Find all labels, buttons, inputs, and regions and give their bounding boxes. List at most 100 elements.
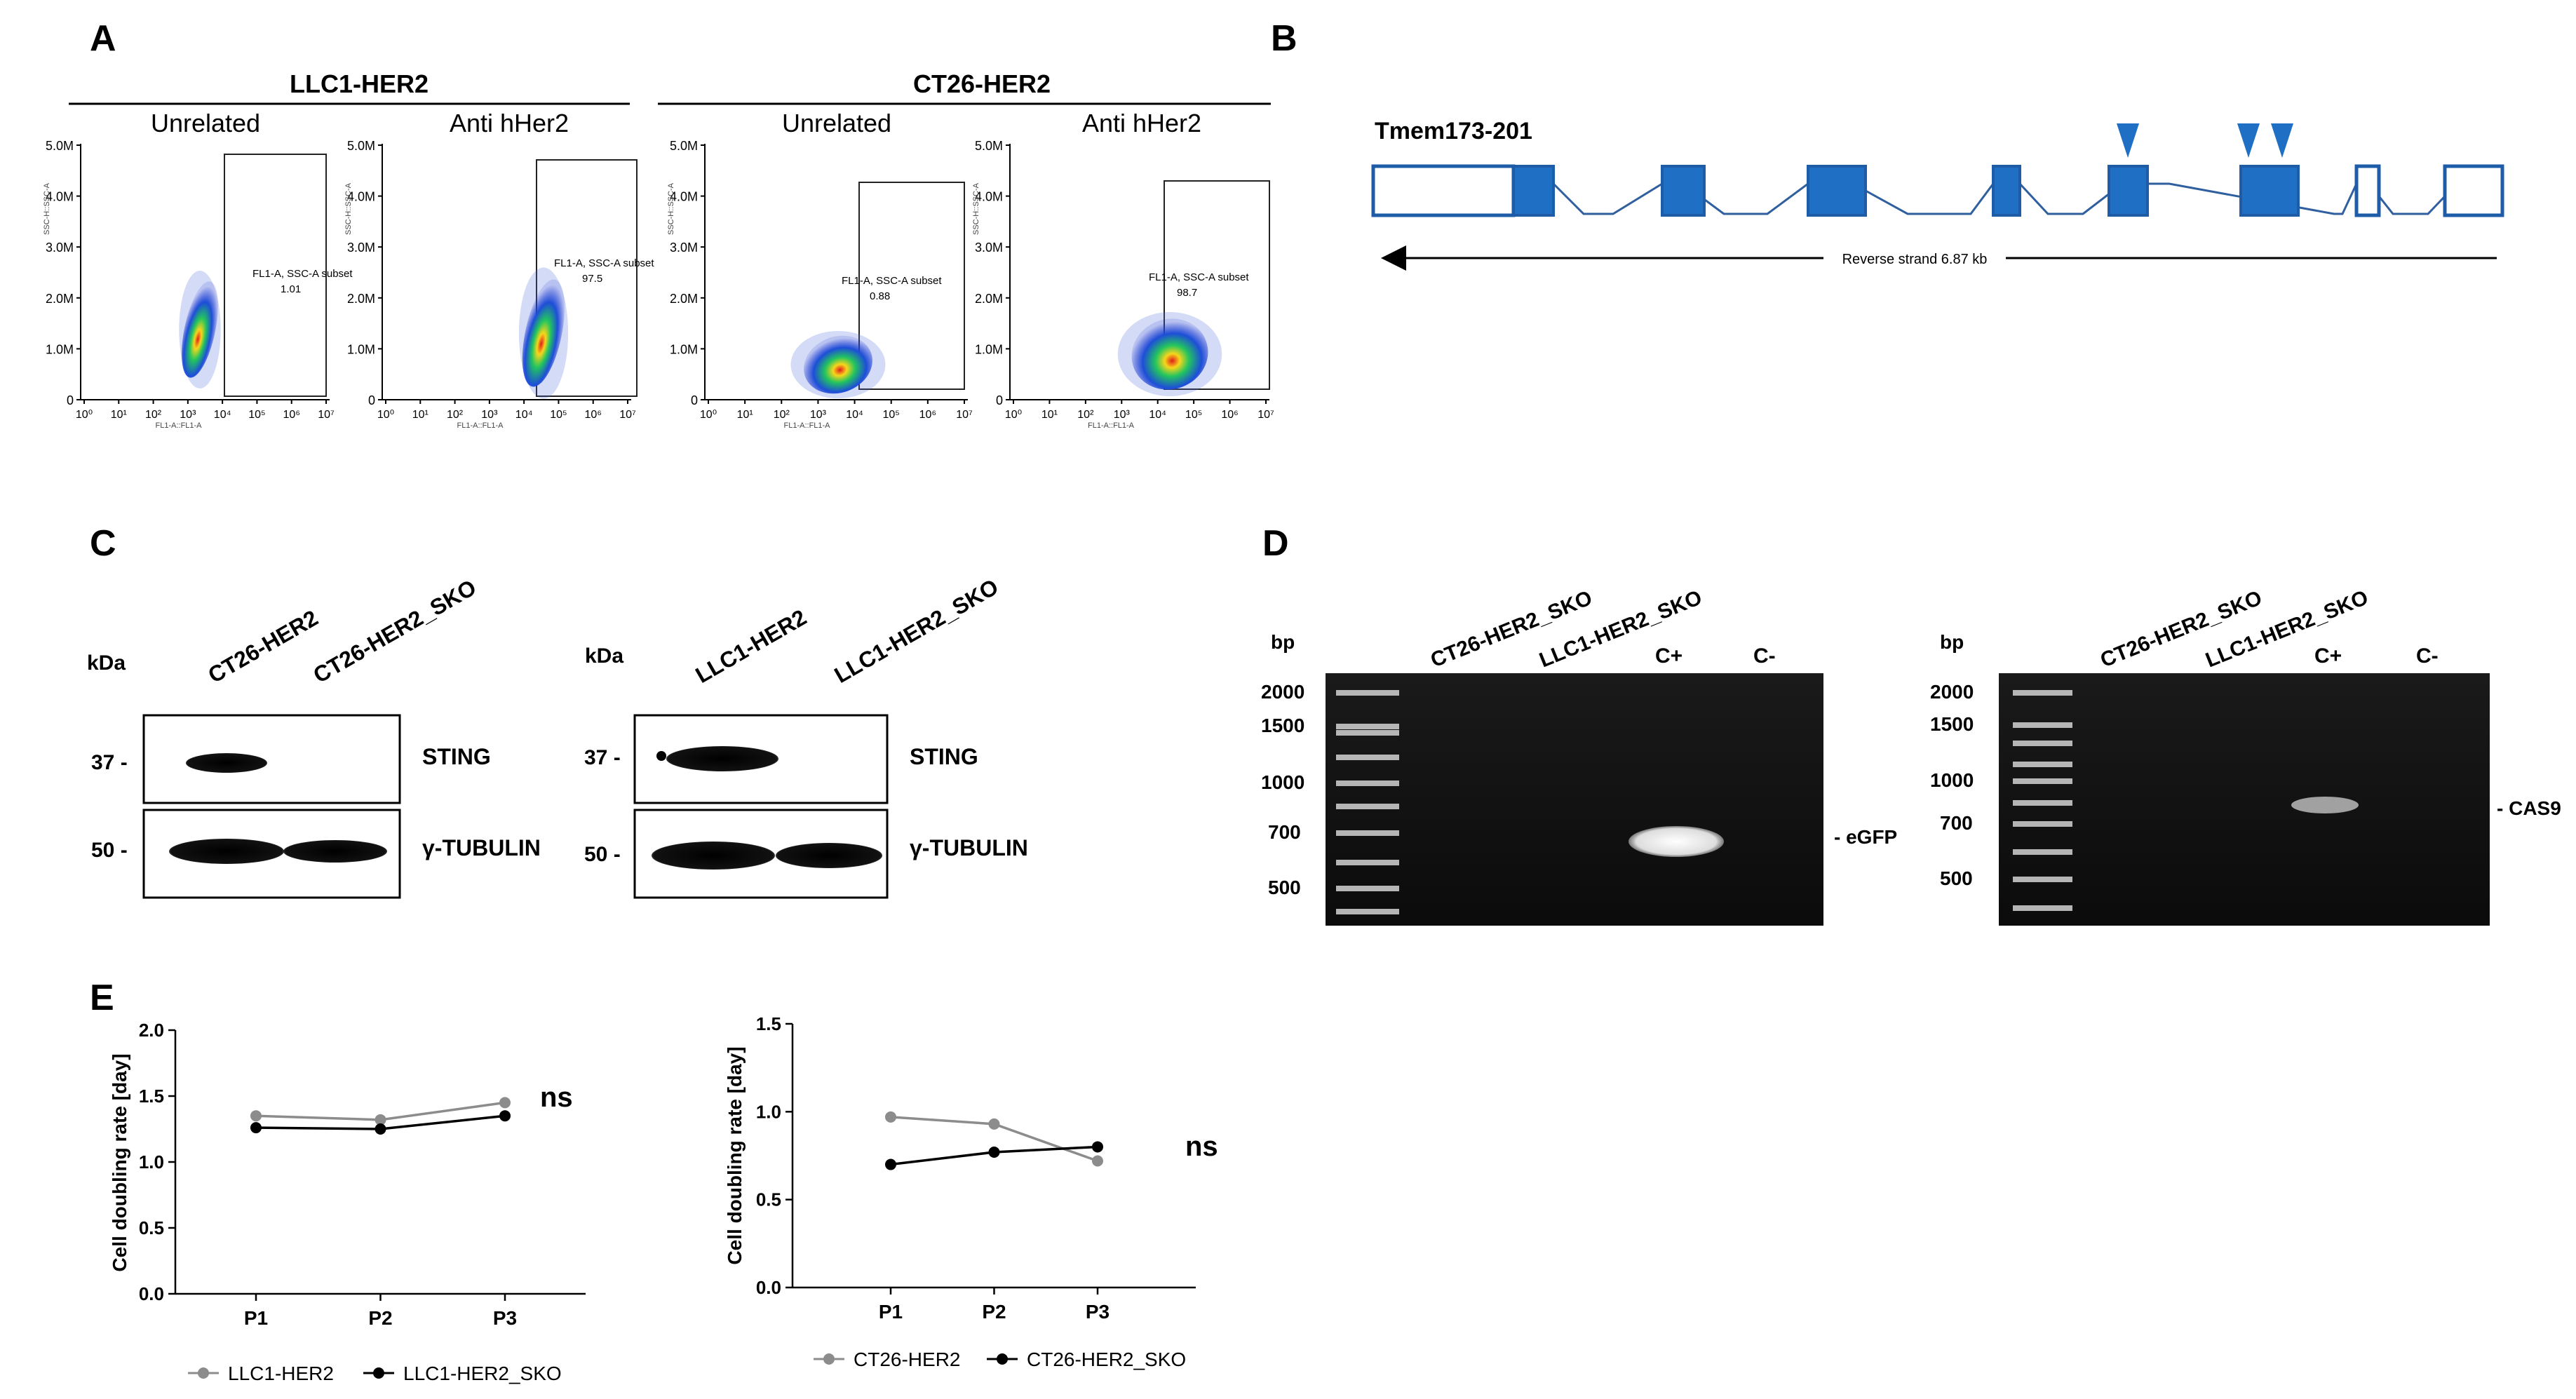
chart-data-point <box>375 1123 386 1135</box>
flow-y-tick-label: 3.0M <box>975 241 1003 255</box>
gel-band-egfp <box>1628 826 1724 857</box>
wb-band-sting <box>666 746 778 771</box>
flow-x-tick-label: 10⁶ <box>1221 409 1238 421</box>
flow-y-tick-label: 0 <box>368 393 375 407</box>
wb-lane-label: LLC1-HER2_SKO <box>830 574 1003 688</box>
gel-ladder-band <box>2013 905 2072 911</box>
gel-ladder-band <box>1336 830 1399 836</box>
flow-y-tick-label: 5.0M <box>975 139 1003 153</box>
chart-data-point <box>375 1114 386 1126</box>
flow-gate-value: 98.7 <box>1177 287 1197 299</box>
flow-x-tick-label: 10⁵ <box>1185 409 1202 421</box>
flow-x-tick-label: 10⁵ <box>550 409 567 421</box>
gene-panel: Tmem173-201 Reverse strand 6.87 kb <box>1371 118 2504 271</box>
chart-annotation-ns: ns <box>540 1082 573 1113</box>
wb-band-sting <box>186 753 267 773</box>
wb-marker-50: 50 - <box>91 839 128 862</box>
flow-gate-value: 97.5 <box>582 273 602 285</box>
gel-ladder-band <box>2013 690 2072 696</box>
panel-letter-d: D <box>1262 523 1289 564</box>
flow-gate-label: FL1-A, SSC-A subset <box>842 275 942 287</box>
gel-bp-label: bp <box>1940 631 1964 653</box>
gel-panel: bp CT26-HER2_SKO LLC1-HER2_SKO C+ C- 200… <box>1261 586 2561 926</box>
flow-x-tick-label: 10⁶ <box>283 409 300 421</box>
flow-x-tick-label: 10⁰ <box>76 409 93 421</box>
flow-cloud <box>182 281 218 378</box>
wb-band-tubulin <box>652 842 775 870</box>
flow-sublabel-ct26-unrelated: Unrelated <box>782 109 891 137</box>
flow-y-tick-label: 5.0M <box>670 139 698 153</box>
flow-sublabel-ct26-anti: Anti hHer2 <box>1082 109 1201 137</box>
flow-y-axis-label: SSC-H::SSC-A <box>667 182 675 235</box>
flow-gate-label: FL1-A, SSC-A subset <box>554 257 654 269</box>
gene-name: Tmem173-201 <box>1375 118 1532 144</box>
chart-data-point <box>1092 1155 1103 1167</box>
doubling-rate-chart-ct26: Cell doubling rate [day] ns 0.0 0.5 1.0 1.5… <box>724 1013 1218 1370</box>
flow-x-tick-label: 10⁴ <box>846 409 863 421</box>
wb-lane-label: CT26-HER2 <box>204 605 323 688</box>
target-arrowhead-icon <box>2117 123 2139 158</box>
gel-image-right <box>1999 673 2490 926</box>
flow-gate-value: 1.01 <box>281 283 301 295</box>
flow-gate <box>536 159 638 397</box>
gel-ladder-label: 700 <box>1268 821 1301 843</box>
gel-ladder-label: 700 <box>1940 812 1973 834</box>
flow-x-tick-label: 10¹ <box>111 409 127 421</box>
flow-x-tick-label: 10¹ <box>412 409 429 421</box>
flow-x-axis-label: FL1-A::FL1-A <box>156 421 203 430</box>
flow-y-tick-label: 2.0M <box>975 292 1003 306</box>
legend-label: CT26-HER2_SKO <box>1027 1349 1186 1370</box>
flow-y-tick-label: 1.0M <box>975 342 1003 356</box>
chart-annotation-ns: ns <box>1185 1131 1218 1162</box>
flow-gate <box>1164 180 1270 390</box>
gel-bp-label: bp <box>1271 631 1295 653</box>
flow-y-tick-label: 3.0M <box>670 241 698 255</box>
gel-ladder-band <box>1336 780 1399 786</box>
gel-lane-label: C- <box>1753 644 1776 668</box>
chart-y-tick-label: 1.0 <box>139 1151 164 1172</box>
wb-lane-label: LLC1-HER2 <box>692 604 811 688</box>
gene-utr <box>2354 164 2381 217</box>
flow-x-tick-label: 10⁶ <box>585 409 602 421</box>
gel-band-cas9 <box>2291 797 2359 813</box>
flow-y-tick-label: 3.0M <box>347 241 375 255</box>
gel-ladder-band <box>2013 741 2072 746</box>
gel-ladder-band <box>2013 849 2072 855</box>
legend-marker <box>823 1353 835 1365</box>
gel-ladder-label: 500 <box>1940 867 1973 889</box>
gene-utr-right <box>2443 164 2504 217</box>
gel-ladder-label: 1000 <box>1930 769 1974 791</box>
chart-x-tick-label: P2 <box>368 1307 392 1329</box>
wb-kda-right: kDa <box>585 644 623 668</box>
flow-x-axis-label: FL1-A::FL1-A <box>784 421 831 430</box>
wb-lane-label: CT26-HER2_SKO <box>309 574 480 688</box>
flow-y-tick-label: 0 <box>691 393 698 407</box>
flow-y-tick-label: 5.0M <box>46 139 74 153</box>
flow-gate <box>224 154 327 397</box>
gel-image-left <box>1326 673 1823 926</box>
gel-ladder-band <box>1336 690 1399 696</box>
legend-marker <box>997 1353 1008 1365</box>
flow-cloud <box>1131 318 1208 390</box>
wb-kda-left: kDa <box>87 651 126 675</box>
wb-marker-37: 37 - <box>91 751 128 774</box>
chart-data-point <box>250 1110 262 1122</box>
flow-x-tick-label: 10⁰ <box>1005 409 1022 421</box>
flow-x-tick-label: 10³ <box>1114 409 1131 421</box>
chart-data-point <box>988 1146 1000 1158</box>
flow-y-tick-label: 4.0M <box>347 190 375 204</box>
chart-data-point <box>250 1122 262 1134</box>
flow-y-tick-label: 2.0M <box>46 292 74 306</box>
flow-panel: LLC1-HER2 CT26-HER2 Unrelated Anti hHer2… <box>43 69 1274 430</box>
flow-x-tick-label: 10⁵ <box>882 409 899 421</box>
gel-ladder-band <box>2013 821 2072 827</box>
gel-ladder-label: 1500 <box>1261 715 1304 736</box>
flow-gate-label: FL1-A, SSC-A subset <box>252 268 353 280</box>
strand-label-bg <box>1823 250 2006 266</box>
legend-label: CT26-HER2 <box>854 1349 960 1370</box>
chart-ylabel: Cell doubling rate [day] <box>724 1046 746 1264</box>
